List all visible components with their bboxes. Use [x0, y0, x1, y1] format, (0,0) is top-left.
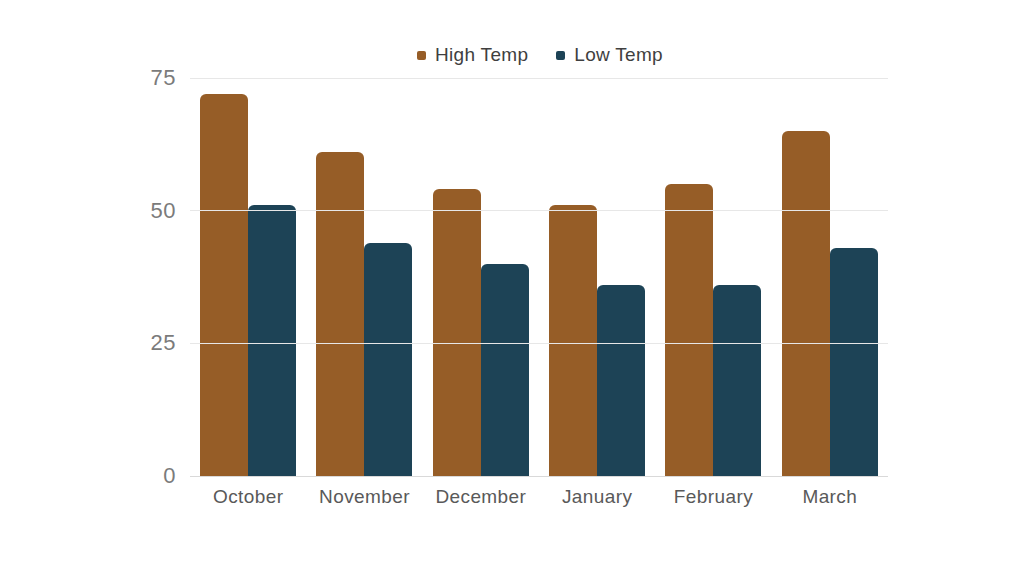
bar-high-temp-march	[782, 131, 830, 476]
bar-group-october	[190, 78, 306, 476]
bar-groups	[190, 78, 888, 476]
legend-marker-high-temp-icon	[417, 51, 426, 60]
bar-group-november	[306, 78, 422, 476]
x-axis-baseline	[190, 476, 888, 477]
bar-low-temp-february	[713, 285, 761, 476]
legend-label-high-temp: High Temp	[435, 44, 528, 66]
bar-group-january	[539, 78, 655, 476]
gridline-y-25	[190, 343, 888, 344]
bar-high-temp-january	[549, 205, 597, 476]
ytick-label-50: 50	[151, 198, 176, 224]
xtick-label-november: November	[306, 486, 422, 508]
bar-group-march	[772, 78, 888, 476]
bar-low-temp-january	[597, 285, 645, 476]
xtick-label-february: February	[655, 486, 771, 508]
legend-item-high-temp: High Temp	[417, 44, 528, 66]
plot-area: 0255075	[190, 78, 888, 476]
bar-low-temp-october	[248, 205, 296, 476]
xtick-label-october: October	[190, 486, 306, 508]
xtick-label-january: January	[539, 486, 655, 508]
legend-item-low-temp: Low Temp	[556, 44, 663, 66]
bar-low-temp-march	[830, 248, 878, 476]
xtick-label-december: December	[423, 486, 539, 508]
bar-low-temp-november	[364, 243, 412, 476]
bar-high-temp-october	[200, 94, 248, 476]
xtick-label-march: March	[772, 486, 888, 508]
bar-high-temp-december	[433, 189, 481, 476]
ytick-label-0: 0	[163, 463, 176, 489]
bar-group-december	[423, 78, 539, 476]
gridline-y-75	[190, 78, 888, 79]
chart-legend: High Temp Low Temp	[190, 44, 890, 66]
bar-high-temp-february	[665, 184, 713, 476]
ytick-label-75: 75	[151, 65, 176, 91]
legend-label-low-temp: Low Temp	[574, 44, 663, 66]
gridline-y-50	[190, 210, 888, 211]
legend-marker-low-temp-icon	[556, 51, 565, 60]
temperature-bar-chart: High Temp Low Temp 0255075 OctoberNovemb…	[0, 0, 1024, 576]
ytick-label-25: 25	[151, 330, 176, 356]
bar-high-temp-november	[316, 152, 364, 476]
bar-group-february	[655, 78, 771, 476]
bar-low-temp-december	[481, 264, 529, 476]
x-axis: OctoberNovemberDecemberJanuaryFebruaryMa…	[190, 486, 888, 508]
